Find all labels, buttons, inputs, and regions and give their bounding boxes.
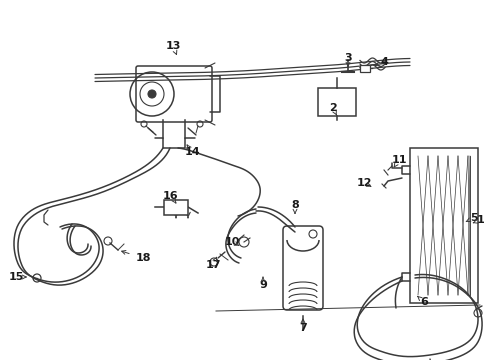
Text: 7: 7 — [299, 323, 306, 333]
Text: 8: 8 — [290, 200, 298, 210]
Text: 5: 5 — [469, 213, 477, 223]
Text: 14: 14 — [184, 147, 200, 157]
Bar — [163, 200, 187, 215]
Text: 3: 3 — [344, 53, 351, 63]
Text: 17: 17 — [205, 260, 220, 270]
Text: 12: 12 — [356, 178, 371, 188]
Text: 1: 1 — [476, 215, 484, 225]
Text: 18: 18 — [135, 253, 150, 263]
Circle shape — [148, 90, 156, 98]
Bar — [409, 148, 477, 303]
Text: 16: 16 — [163, 191, 179, 201]
Text: 2: 2 — [328, 103, 336, 113]
Text: 11: 11 — [390, 155, 406, 165]
Text: 13: 13 — [165, 41, 181, 51]
Text: 6: 6 — [419, 297, 427, 307]
Text: 15: 15 — [8, 272, 23, 282]
Bar — [359, 65, 369, 72]
Text: 9: 9 — [259, 280, 266, 290]
Text: 10: 10 — [224, 237, 239, 247]
Text: 4: 4 — [379, 57, 387, 67]
Bar — [317, 88, 355, 116]
